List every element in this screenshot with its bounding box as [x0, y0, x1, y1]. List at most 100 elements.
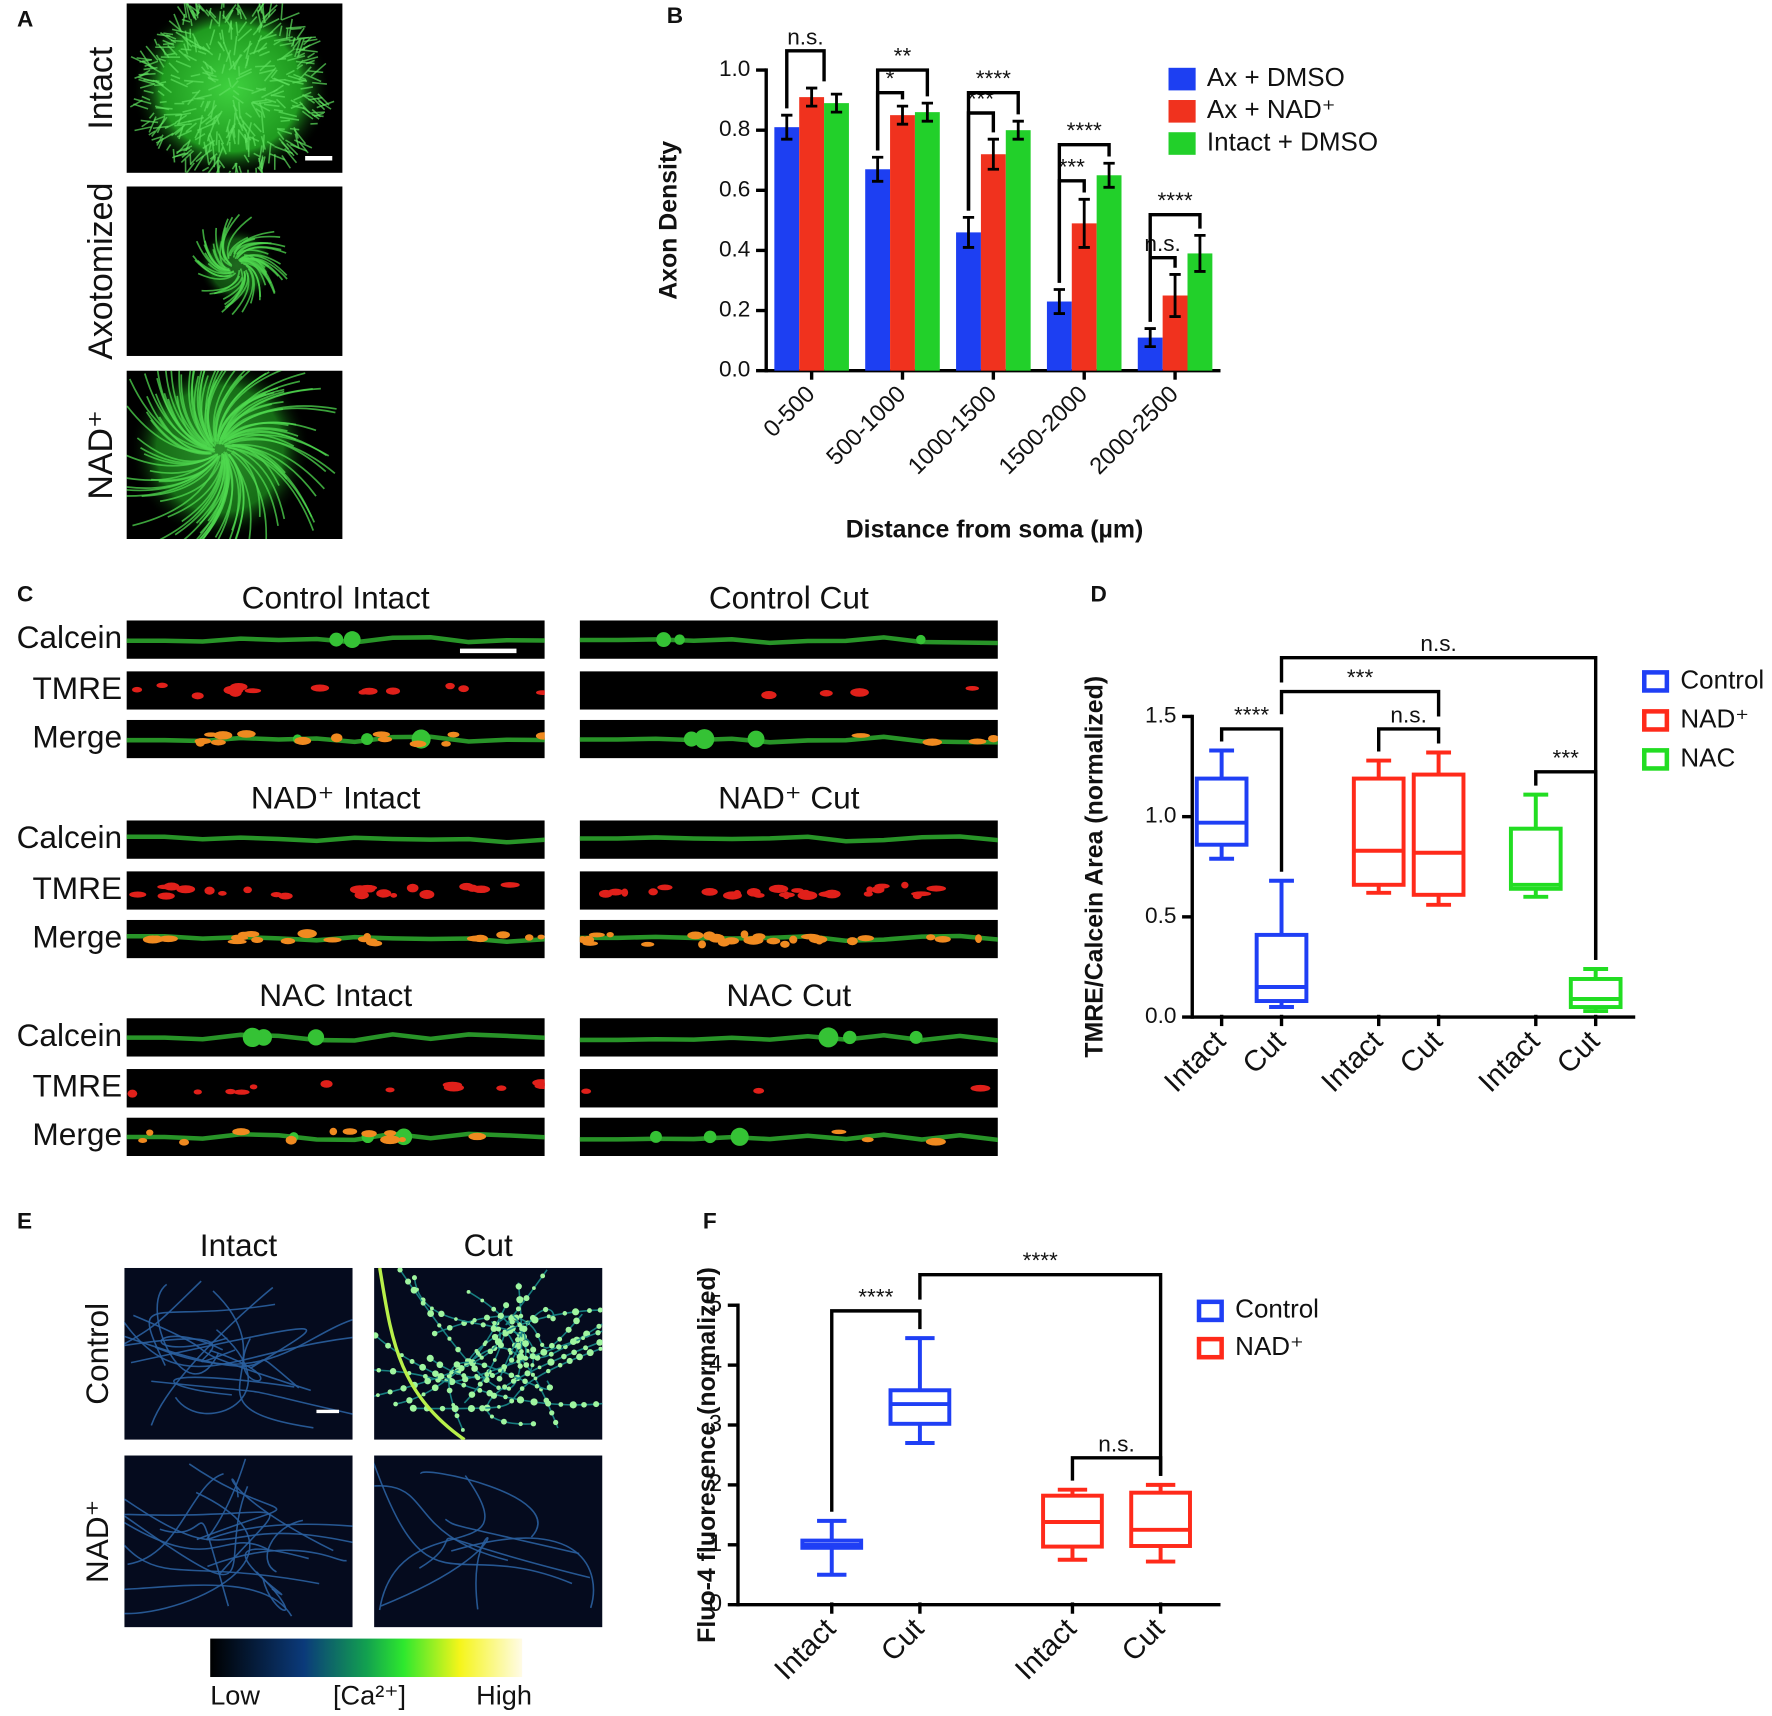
mitochondria — [372, 731, 390, 738]
axon — [145, 411, 211, 455]
calcium-puncta — [550, 1315, 556, 1322]
axon — [378, 1267, 466, 1440]
axon — [175, 112, 192, 117]
bar — [824, 103, 849, 371]
axon — [288, 36, 309, 42]
mitochondria — [363, 885, 376, 893]
axon — [220, 387, 321, 442]
axon — [316, 100, 335, 109]
axon — [155, 106, 173, 110]
calcium-puncta — [496, 1385, 501, 1390]
calcium-puncta — [522, 1340, 529, 1347]
calcium-puncta — [496, 1326, 502, 1332]
colorbar-label: High — [476, 1680, 532, 1711]
axon — [180, 150, 195, 164]
axon — [279, 116, 300, 121]
significance-bracket — [1279, 656, 1598, 960]
micrograph — [579, 1018, 998, 1057]
mitochondria — [131, 686, 143, 693]
calcium-puncta — [498, 1368, 502, 1373]
mitochondria — [797, 891, 818, 900]
axon — [133, 98, 152, 105]
axon — [231, 80, 239, 89]
mitochondria — [701, 888, 718, 896]
significance-bracket — [918, 1273, 1163, 1476]
axon — [157, 90, 165, 97]
calcium-puncta — [542, 1306, 549, 1313]
axon — [285, 25, 306, 30]
calcium-puncta — [494, 1338, 502, 1346]
micrograph — [374, 1267, 643, 1440]
axon — [217, 454, 234, 540]
varicosity — [332, 634, 342, 645]
calcium-puncta — [474, 1374, 479, 1378]
significance-label: n.s. — [1098, 1431, 1134, 1456]
calcium-puncta — [439, 1405, 446, 1412]
axon — [210, 100, 216, 120]
axon — [130, 55, 148, 65]
significance-label: *** — [1347, 665, 1374, 690]
calcium-puncta — [565, 1326, 572, 1333]
micrograph — [126, 871, 545, 910]
mitochondria — [419, 889, 435, 899]
mitochondria — [152, 935, 162, 941]
mitochondria — [537, 934, 545, 940]
axon — [155, 54, 165, 68]
calcium-puncta — [502, 1384, 508, 1390]
y-tick-label: 0 — [709, 1591, 722, 1617]
significance-label: **** — [1234, 702, 1269, 727]
axon — [269, 22, 282, 35]
significance-bracket — [1148, 213, 1202, 322]
axon — [310, 62, 327, 77]
error-bar — [987, 137, 1000, 171]
legend-label: NAD⁺ — [1680, 703, 1749, 733]
axon — [255, 167, 258, 173]
axon — [266, 1519, 304, 1573]
axon — [168, 62, 180, 74]
bar — [980, 154, 1006, 371]
calcium-puncta — [636, 1326, 642, 1332]
calcium-puncta — [562, 1311, 568, 1316]
axon — [132, 454, 221, 527]
axon — [273, 108, 284, 112]
axon — [270, 69, 278, 79]
legend-swatch — [1168, 100, 1196, 123]
calcium-puncta — [374, 1332, 379, 1339]
axon — [173, 13, 182, 31]
panel-title: NAD⁺ Cut — [718, 779, 860, 815]
mitochondria — [871, 885, 885, 894]
mitochondria — [320, 1080, 333, 1088]
axon — [235, 71, 252, 80]
axon — [303, 38, 318, 43]
axon — [217, 391, 275, 437]
mitochondria — [409, 740, 427, 748]
mitochondria — [191, 692, 204, 700]
panel-label: A — [17, 6, 33, 31]
x-tick-label: Cut — [1236, 1025, 1292, 1081]
axon — [148, 130, 156, 136]
y-tick-label: 1.0 — [1145, 803, 1176, 828]
axon — [280, 141, 295, 157]
axon — [260, 6, 266, 24]
axon — [287, 55, 306, 62]
calcium-puncta — [503, 1394, 508, 1400]
axon — [139, 83, 156, 89]
axon — [257, 42, 268, 53]
axon — [277, 131, 285, 141]
row-label: Intact — [82, 46, 120, 129]
mitochondria — [778, 892, 795, 898]
calcium-puncta — [637, 1308, 643, 1314]
calcium-puncta — [436, 1361, 444, 1369]
calcium-puncta — [557, 1336, 563, 1342]
axon — [311, 111, 326, 114]
image-background — [126, 671, 545, 710]
calcium-puncta — [468, 1391, 476, 1398]
axon — [174, 1329, 250, 1415]
legend-label: NAC — [1680, 742, 1735, 772]
x-axis-label: Distance from soma (µm) — [846, 516, 1144, 544]
axon — [579, 1032, 998, 1043]
axon — [235, 7, 242, 15]
axon — [279, 42, 292, 47]
axon — [256, 166, 264, 173]
